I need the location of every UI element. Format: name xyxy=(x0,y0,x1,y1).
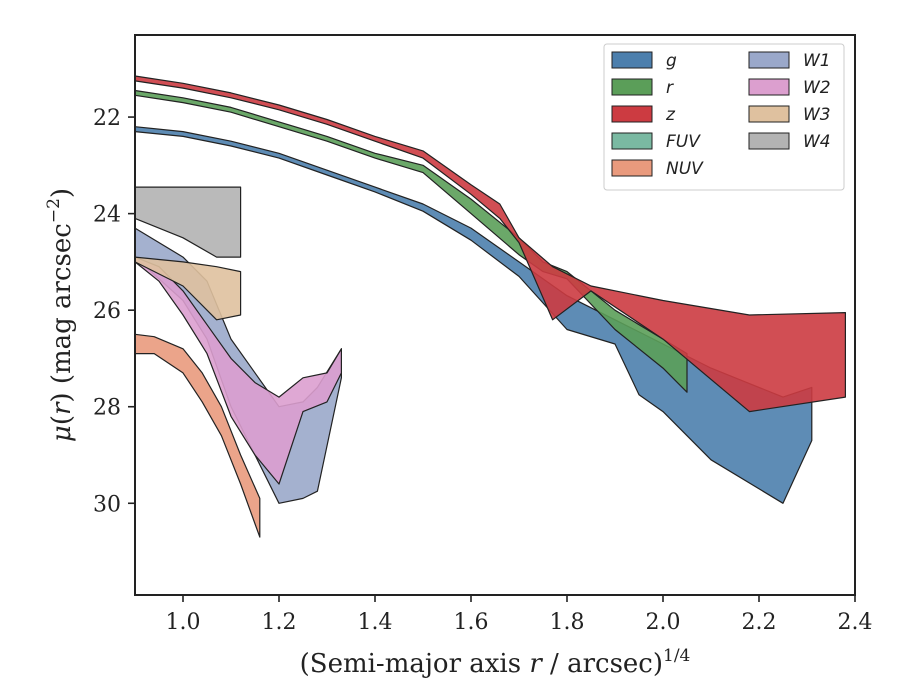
legend-label-fuv: FUV xyxy=(666,132,701,152)
legend-swatch-fuv xyxy=(611,132,653,150)
x-tick-label: 1.2 xyxy=(262,610,297,635)
legend-swatch-w2 xyxy=(748,78,790,96)
y-tick-label: 24 xyxy=(93,203,121,228)
y-tick-label: 22 xyxy=(93,106,121,131)
legend-label-z: z xyxy=(665,105,676,125)
band-g xyxy=(134,126,813,504)
y-tick-label: 26 xyxy=(93,299,121,324)
x-tick-label: 2.0 xyxy=(646,610,681,635)
legend-label-nuv: NUV xyxy=(666,159,704,179)
legend-label-w4: W4 xyxy=(803,132,831,152)
band-z xyxy=(134,75,847,413)
legend-label-g: g xyxy=(666,51,677,71)
y-axis-label: μ(r) (mag arcsec−2) xyxy=(44,188,77,442)
legend-swatch-g xyxy=(611,51,653,69)
band-w3 xyxy=(134,256,242,321)
tick-layer: 1.0 1.2 1.4 1.6 1.8 2.0 2.2 2.4 22 24 26 28 30 xyxy=(93,106,873,635)
x-tick-label: 1.6 xyxy=(454,610,489,635)
band-r xyxy=(134,89,688,393)
band-layer xyxy=(134,75,847,538)
legend-swatch-nuv xyxy=(611,159,653,177)
legend-swatch-w3 xyxy=(748,105,790,123)
band-nuv xyxy=(134,333,261,538)
x-tick-label: 1.0 xyxy=(166,610,201,635)
legend-label-w1: W1 xyxy=(803,51,831,71)
x-tick-label: 1.8 xyxy=(550,610,585,635)
legend: grz FUV NUV W1 W2 W3 W4 xyxy=(603,43,845,191)
x-tick-label: 2.2 xyxy=(742,610,777,635)
legend-label-r: r xyxy=(666,78,674,98)
plot-frame xyxy=(134,34,856,596)
band-w4 xyxy=(134,186,242,258)
x-tick-label: 1.4 xyxy=(358,610,393,635)
legend-swatch-w1 xyxy=(748,51,790,69)
legend-swatch-r xyxy=(611,78,653,96)
y-tick-label: 30 xyxy=(93,492,121,517)
legend-label-w3: W3 xyxy=(803,105,831,125)
x-tick-label: 2.4 xyxy=(838,610,873,635)
x-axis-label: (Semi-major axis r / arcsec)1/4 xyxy=(300,646,691,679)
legend-label-w2: W2 xyxy=(803,78,831,98)
legend-swatch-w4 xyxy=(748,132,790,150)
band-w2 xyxy=(134,256,342,485)
y-tick-label: 28 xyxy=(93,396,121,421)
legend-swatch-z xyxy=(611,105,653,123)
